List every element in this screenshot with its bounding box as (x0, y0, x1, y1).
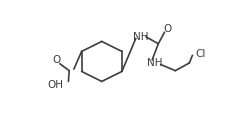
Text: O: O (52, 55, 60, 65)
Text: NH: NH (133, 32, 148, 42)
Text: Cl: Cl (196, 49, 206, 59)
Text: OH: OH (48, 80, 64, 90)
Text: O: O (164, 24, 172, 34)
Text: NH: NH (147, 58, 163, 68)
